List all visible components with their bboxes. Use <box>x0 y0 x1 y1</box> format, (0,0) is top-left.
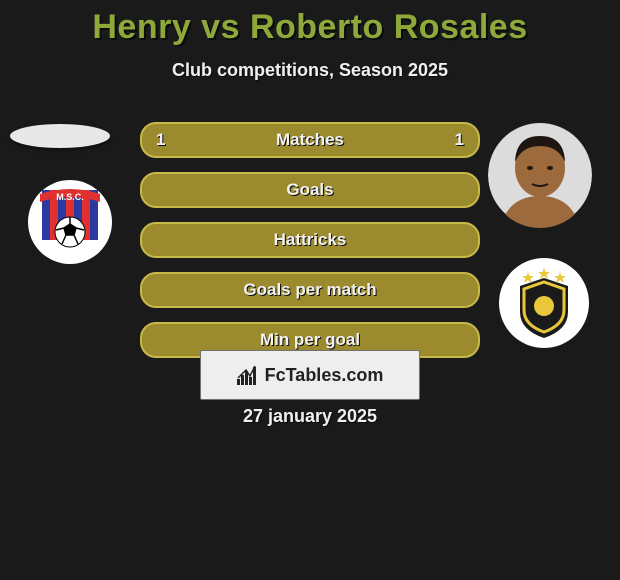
bar-label: Goals per match <box>243 280 376 300</box>
bar-label: Matches <box>276 130 344 150</box>
bar-goals-per-match: Goals per match <box>140 272 480 308</box>
bar-chart-icon <box>237 365 259 385</box>
bar-label: Goals <box>286 180 333 200</box>
date-text: 27 january 2025 <box>0 406 620 427</box>
player-right-avatar <box>488 122 592 228</box>
crest-left-svg: M.S.C. <box>28 180 112 264</box>
bar-goals: Goals <box>140 172 480 208</box>
bar-label: Min per goal <box>260 330 360 350</box>
bar-right-value: 1 <box>455 130 464 150</box>
bar-label: Hattricks <box>274 230 347 250</box>
bar-left-value: 1 <box>156 130 165 150</box>
crest-right-svg <box>498 258 590 348</box>
crest-left-text: M.S.C. <box>56 192 84 202</box>
page-root: Henry vs Roberto Rosales Club competitio… <box>0 0 620 580</box>
page-subtitle: Club competitions, Season 2025 <box>0 60 620 81</box>
club-left-crest: M.S.C. <box>28 180 112 264</box>
watermark: FcTables.com <box>200 350 420 400</box>
club-right-crest <box>498 258 590 348</box>
comparison-bars: 1 Matches 1 Goals Hattricks Goals per ma… <box>140 122 480 372</box>
avatar-right-svg <box>488 122 592 228</box>
watermark-text: FcTables.com <box>265 365 384 386</box>
player-left-avatar <box>10 124 110 148</box>
bar-hattricks: Hattricks <box>140 222 480 258</box>
page-title: Henry vs Roberto Rosales <box>0 8 620 47</box>
bar-matches: 1 Matches 1 <box>140 122 480 158</box>
